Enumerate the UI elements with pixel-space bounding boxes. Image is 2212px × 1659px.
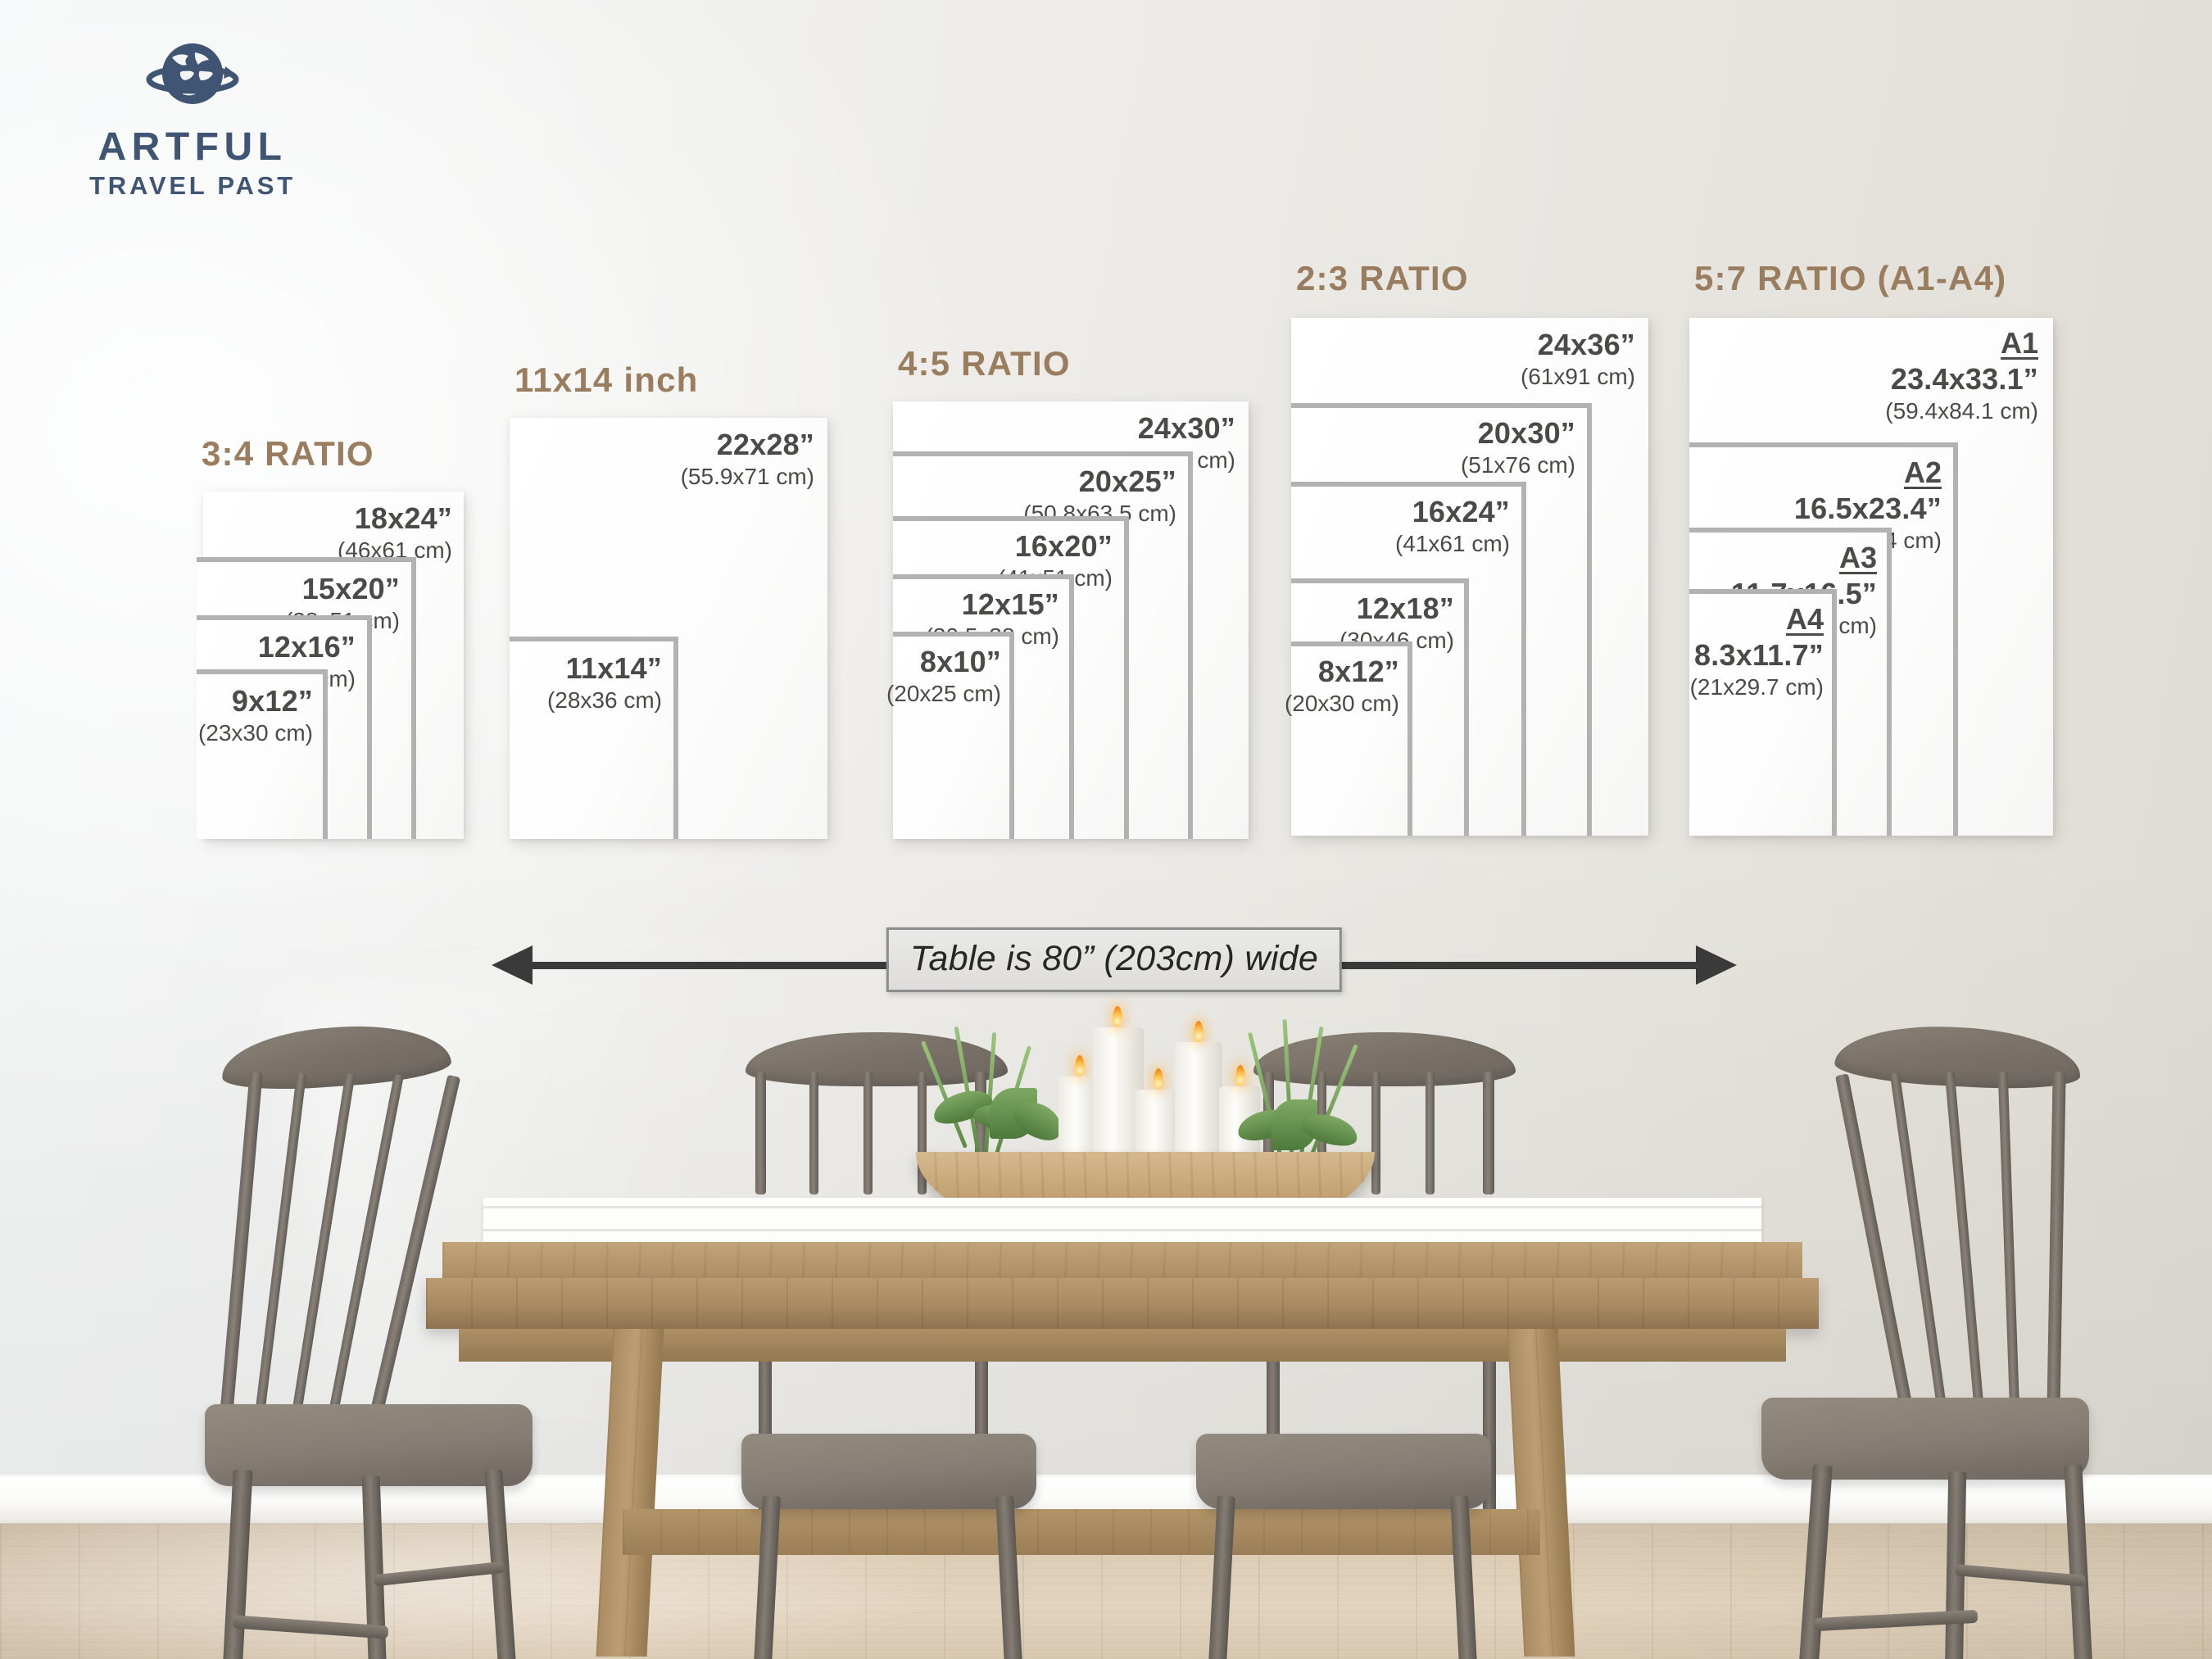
group-title: 3:4 RATIO [202, 434, 374, 473]
group-title: 5:7 RATIO (A1-A4) [1694, 259, 2007, 297]
table-edge [426, 1278, 1819, 1329]
poster-label-a4: A4 8.3x11.7” (21x29.7 cm) [1689, 602, 1824, 700]
chair-front-center-left [741, 1106, 1036, 1659]
chair-back-left [737, 1032, 1016, 1540]
poster-label-a1: A1 23.4x33.1” (59.4x84.1 cm) [1885, 326, 2038, 424]
logo-title: ARTFUL [97, 125, 288, 169]
chair-front-right [1745, 1021, 2093, 1659]
poster-8x12[interactable]: 8x12” (20x30 cm) [1285, 641, 1412, 836]
chair-seat [1761, 1398, 2089, 1480]
poster-label-20x30: 20x30” (51x76 cm) [1460, 416, 1575, 478]
poster-label-8x10: 8x10” (20x25 cm) [886, 645, 1001, 706]
chair-seat [741, 1434, 1036, 1509]
poster-group-11x14: 11x14 inch 22x28” (55.9x71 cm) 11x14” (2… [510, 360, 837, 839]
measure-label: Table is 80” (203cm) wide [909, 939, 1319, 978]
poster-group-2-3: 2:3 RATIO 24x36” (61x91 cm) 20x30” (51x7… [1285, 259, 1684, 836]
poster-label-24x36: 24x36” (61x91 cm) [1520, 328, 1635, 389]
poster-label-22x28: 22x28” (55.9x71 cm) [680, 428, 814, 489]
table-leg-right [1507, 1329, 1575, 1657]
group-title: 2:3 RATIO [1296, 259, 1469, 297]
poster-9x12[interactable]: 9x12” (23x30 cm) [197, 669, 328, 839]
chair-front-center-right [1196, 1106, 1491, 1659]
arrow-right-icon [1696, 945, 1737, 985]
poster-8x10[interactable]: 8x10” (20x25 cm) [886, 632, 1014, 839]
chair-back-right [1245, 1032, 1524, 1540]
table-width-measure: Table is 80” (203cm) wide [492, 926, 1737, 1004]
poster-label-9x12: 9x12” (23x30 cm) [197, 684, 313, 746]
poster-label-16x24: 16x24” (41x61 cm) [1394, 495, 1510, 556]
table-leg-left [596, 1329, 664, 1657]
brand-logo: ARTFUL TRAVEL PAST [57, 33, 328, 198]
globe-icon [146, 43, 239, 104]
poster-11x14[interactable]: 11x14” (28x36 cm) [510, 637, 678, 839]
poster-group-5-7: 5:7 RATIO (A1-A4) A1 23.4x33.1” (59.4x84… [1689, 259, 2115, 836]
measure-label-box: Table is 80” (203cm) wide [886, 927, 1343, 992]
poster-group-3-4: 3:4 RATIO 18x24” (46x61 cm) 15x20” (38x5… [197, 434, 475, 839]
poster-label-11x14: 11x14” (28x36 cm) [546, 651, 662, 713]
poster-group-4-5: 4:5 RATIO 24x30” (61x76 cm) 20x25” (50.8… [886, 344, 1262, 839]
group-title: 11x14 inch [514, 360, 699, 399]
dining-set [0, 1006, 2212, 1659]
chair-seat [1196, 1434, 1491, 1509]
logo-subtitle: TRAVEL PAST [89, 171, 296, 200]
chair-seat [205, 1404, 533, 1486]
table-apron [459, 1329, 1786, 1362]
poster-label-8x12: 8x12” (20x30 cm) [1284, 655, 1399, 716]
group-title: 4:5 RATIO [898, 344, 1071, 383]
arrow-left-icon [492, 945, 533, 985]
chair-front-left [205, 1019, 565, 1659]
poster-a4[interactable]: A4 8.3x11.7” (21x29.7 cm) [1689, 589, 1837, 836]
poster-label-18x24: 18x24” (46x61 cm) [337, 501, 452, 563]
